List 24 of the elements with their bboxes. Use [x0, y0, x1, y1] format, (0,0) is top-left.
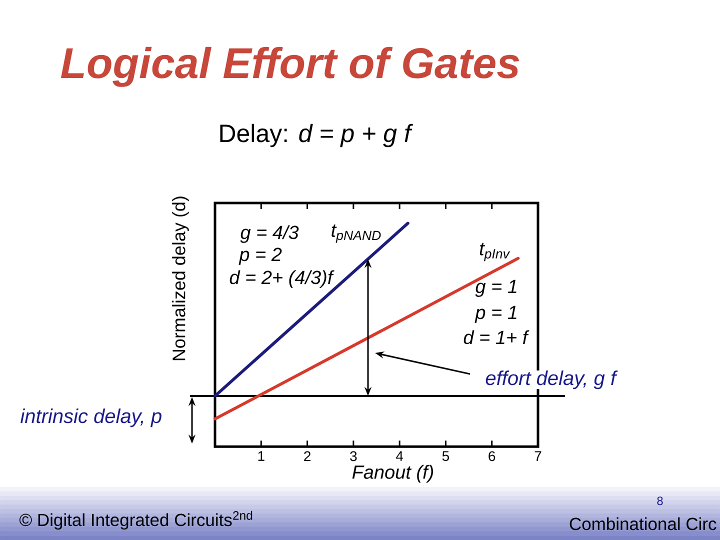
y-axis-title: Normalized delay (d): [172, 196, 189, 360]
text: © Digital Integrated Circuits$^{2nd}$: [19, 510, 252, 530]
annotation: g = 4/3: [240, 225, 299, 243]
annotation: g = 1: [475, 280, 516, 297]
chart-title: Logical Effort of Gates: [60, 46, 520, 87]
x-tick-label: 2: [304, 451, 310, 461]
annotation: effort delay, g f: [486, 370, 618, 390]
x-tick-label: 5: [442, 451, 450, 461]
series-label: t$_{pNAND}$: [332, 224, 381, 243]
text: 8: [657, 496, 663, 506]
series-label: t$_{pInv}$: [480, 242, 510, 262]
x-tick-label: 6: [488, 451, 496, 462]
annotation: p = 1: [474, 306, 516, 323]
text: Combinational Circ: [570, 517, 716, 530]
x-tick-label: 3: [350, 451, 357, 462]
annotation: d = 1+ f: [464, 330, 530, 344]
x-tick-label: 7: [534, 451, 542, 461]
chart-subtitle: Delay: d = p + g f: [220, 124, 414, 148]
x-tick-label: 1: [258, 451, 264, 461]
x-axis-title: Fanout (f): [352, 464, 433, 483]
text: intrinsic delay, p: [20, 408, 162, 428]
annotation: d = 2+ (4/3)f: [230, 270, 334, 288]
x-tick-label: 4: [396, 451, 404, 461]
annotation: p = 2: [238, 248, 282, 265]
